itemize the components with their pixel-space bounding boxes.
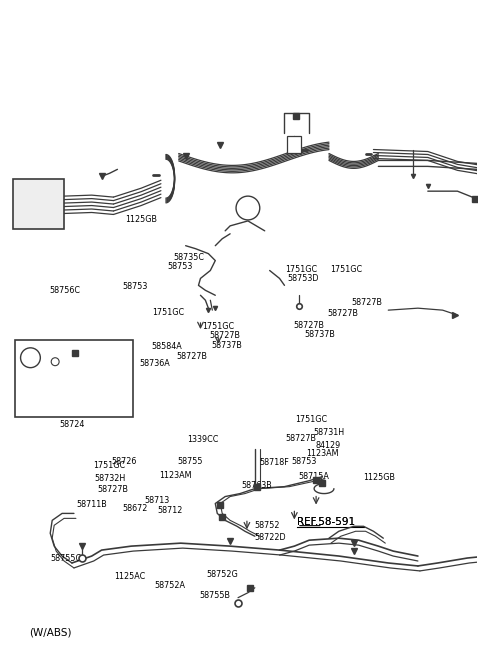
- Text: A: A: [245, 204, 251, 212]
- Text: 58736A: 58736A: [139, 359, 170, 367]
- Text: 58752: 58752: [254, 521, 280, 530]
- Circle shape: [21, 348, 40, 367]
- Text: 58753: 58753: [168, 262, 193, 271]
- Text: 1125GB: 1125GB: [125, 215, 157, 224]
- Circle shape: [236, 196, 260, 220]
- Text: 58723: 58723: [75, 409, 100, 419]
- Text: 58727B: 58727B: [293, 321, 324, 330]
- Text: 1751GC: 1751GC: [296, 415, 328, 424]
- Text: REF.58-591: REF.58-591: [297, 517, 355, 527]
- Text: 58727B: 58727B: [209, 331, 240, 340]
- Text: 1327AB: 1327AB: [18, 384, 49, 393]
- Bar: [14, 340, 133, 417]
- Text: (W/ABS): (W/ABS): [29, 627, 72, 638]
- Text: 58727B: 58727B: [97, 485, 129, 495]
- Text: 58755C: 58755C: [50, 554, 81, 563]
- Text: 58753: 58753: [123, 282, 148, 291]
- Text: 58755B: 58755B: [200, 591, 231, 599]
- Bar: [288, 136, 301, 153]
- Text: 58763B: 58763B: [241, 481, 272, 490]
- Text: 58727B: 58727B: [285, 434, 316, 443]
- Circle shape: [51, 358, 59, 365]
- Text: 58718F: 58718F: [259, 458, 289, 467]
- Text: 1123AM: 1123AM: [159, 471, 192, 480]
- Text: 1751GC: 1751GC: [202, 322, 234, 331]
- Text: 58727B: 58727B: [351, 298, 383, 307]
- Text: 58711B: 58711B: [76, 500, 107, 510]
- Text: 58732H: 58732H: [95, 474, 126, 483]
- Text: 1751GC: 1751GC: [330, 265, 362, 274]
- Text: 58727B: 58727B: [176, 352, 207, 360]
- Text: 58724: 58724: [60, 420, 85, 429]
- Text: 1751GC: 1751GC: [285, 265, 317, 274]
- Text: 58713: 58713: [144, 496, 169, 506]
- Text: 58584A: 58584A: [151, 343, 182, 352]
- Text: 1751GC: 1751GC: [93, 460, 125, 470]
- Text: 58753D: 58753D: [288, 274, 319, 283]
- Text: 58756C: 58756C: [49, 286, 80, 295]
- Text: 58737B: 58737B: [304, 330, 335, 339]
- Text: 1339CC: 1339CC: [187, 435, 218, 443]
- Text: 58726: 58726: [111, 457, 136, 466]
- Text: ABS: ABS: [32, 202, 45, 206]
- Bar: [12, 179, 64, 229]
- Text: 58735C: 58735C: [174, 253, 204, 262]
- Text: 1123AM: 1123AM: [306, 449, 339, 458]
- Text: 1125GB: 1125GB: [363, 473, 396, 482]
- Text: 1751GC: 1751GC: [152, 308, 184, 317]
- Text: REF.58-591: REF.58-591: [297, 517, 355, 527]
- Text: 58752G: 58752G: [207, 570, 239, 579]
- Text: 58712: 58712: [157, 506, 182, 515]
- Text: 58715A: 58715A: [298, 472, 329, 481]
- Text: A: A: [28, 353, 33, 362]
- Text: 58727B: 58727B: [328, 309, 359, 318]
- Text: 58672: 58672: [123, 504, 148, 513]
- Text: 58722D: 58722D: [254, 533, 286, 542]
- Text: 58753: 58753: [291, 457, 317, 466]
- Text: 58755: 58755: [177, 457, 203, 466]
- Text: 84129: 84129: [316, 441, 341, 449]
- Text: 58752A: 58752A: [155, 582, 186, 590]
- Text: 58731H: 58731H: [313, 428, 345, 437]
- Text: 58737B: 58737B: [212, 341, 242, 350]
- Text: 1125AC: 1125AC: [114, 572, 145, 582]
